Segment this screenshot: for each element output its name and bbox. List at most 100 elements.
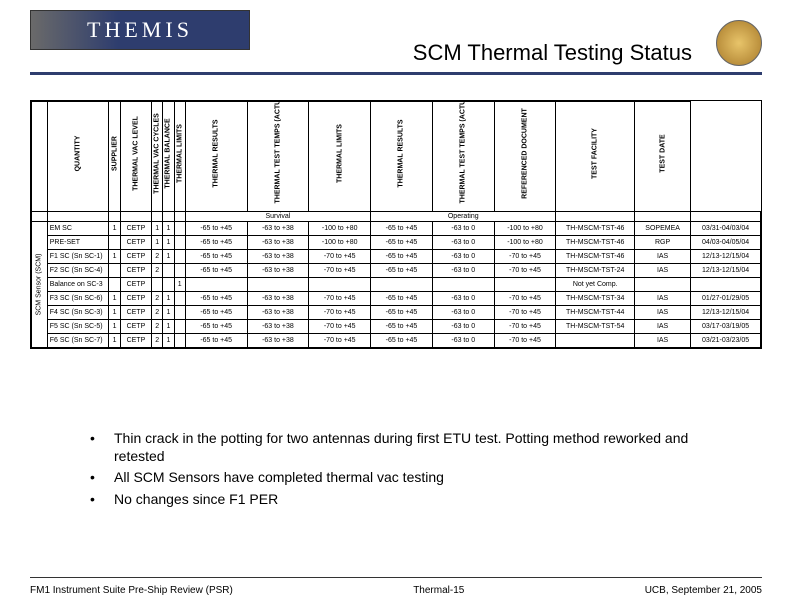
col-actual2: THERMAL TEST TEMPS (ACTUAL) <box>432 102 494 212</box>
cell: TH-MSCM-TST-54 <box>556 320 635 334</box>
cell: 1 <box>174 278 185 292</box>
col-quantity: QUANTITY <box>47 102 109 212</box>
cell: -65 to +45 <box>371 222 433 236</box>
cell: 2 <box>152 292 163 306</box>
cell: EM SC <box>47 222 109 236</box>
cell <box>174 222 185 236</box>
cell <box>691 278 761 292</box>
header-row: QUANTITY SUPPLIER THERMAL VAC LEVEL THER… <box>32 102 761 212</box>
cell: CETP <box>120 264 151 278</box>
table-row: Balance on SC-3CETP1Not yet Comp. <box>32 278 761 292</box>
bullet-text: No changes since F1 PER <box>114 491 710 509</box>
cell: -70 to +45 <box>494 292 556 306</box>
footer-left: FM1 Instrument Suite Pre-Ship Review (PS… <box>30 585 233 596</box>
cell: 12/13-12/15/04 <box>691 264 761 278</box>
cell: -65 to +45 <box>371 334 433 348</box>
cell: -63 to 0 <box>432 292 494 306</box>
cell: 1 <box>163 292 174 306</box>
cell: F3 SC (Sn SC-6) <box>47 292 109 306</box>
table-row: SCM Sensor (SCM)EM SC1CETP11-65 to +45-6… <box>32 222 761 236</box>
cell: -63 to 0 <box>432 236 494 250</box>
bullet-marker: • <box>90 469 114 487</box>
cell: 2 <box>152 320 163 334</box>
cell: CETP <box>120 320 151 334</box>
cell: -65 to +45 <box>185 292 247 306</box>
cell: -63 to +38 <box>247 236 309 250</box>
col-cyc: THERMAL VAC CYCLES <box>152 102 163 212</box>
cell: -65 to +45 <box>371 320 433 334</box>
cell: -100 to +80 <box>309 222 371 236</box>
cell: Not yet Comp. <box>556 278 635 292</box>
cell: TH-MSCM-TST-44 <box>556 306 635 320</box>
cell <box>556 334 635 348</box>
table-row: F2 SC (Sn SC-4)CETP2-65 to +45-63 to +38… <box>32 264 761 278</box>
cell: -70 to +45 <box>494 264 556 278</box>
cell: 04/03-04/05/04 <box>691 236 761 250</box>
cell: 03/31-04/03/04 <box>691 222 761 236</box>
cell: -70 to +45 <box>309 334 371 348</box>
cell: -70 to +45 <box>309 320 371 334</box>
cell: -65 to +45 <box>371 236 433 250</box>
cell <box>174 264 185 278</box>
cell: TH-MSCM-TST-46 <box>556 250 635 264</box>
col-results2: THERMAL RESULTS <box>371 102 433 212</box>
cell <box>109 264 120 278</box>
col-date: TEST DATE <box>635 102 691 212</box>
mission-badge <box>716 20 762 66</box>
bullet-marker: • <box>90 491 114 509</box>
cell: 1 <box>163 250 174 264</box>
cell <box>174 334 185 348</box>
cell: -63 to 0 <box>432 334 494 348</box>
cell: RGP <box>635 236 691 250</box>
cell: -70 to +45 <box>309 292 371 306</box>
cell: F4 SC (Sn SC-3) <box>47 306 109 320</box>
cell: -65 to +45 <box>371 306 433 320</box>
cell: -63 to +38 <box>247 334 309 348</box>
header-rule <box>30 72 762 75</box>
side-label: SCM Sensor (SCM) <box>32 222 48 348</box>
cell: -63 to +38 <box>247 306 309 320</box>
cell: -65 to +45 <box>371 250 433 264</box>
phase-survival: Survival <box>185 212 370 222</box>
col-fac: TEST FACILITY <box>556 102 635 212</box>
cell: 1 <box>152 222 163 236</box>
cell: CETP <box>120 236 151 250</box>
cell: 03/21-03/23/05 <box>691 334 761 348</box>
cell <box>174 292 185 306</box>
col-bal: THERMAL BALANCE <box>163 102 174 212</box>
table-row: F5 SC (Sn SC-5)1CETP21-65 to +45-63 to +… <box>32 320 761 334</box>
cell: CETP <box>120 334 151 348</box>
cell: -100 to +80 <box>494 222 556 236</box>
cell <box>163 278 174 292</box>
cell: 1 <box>163 320 174 334</box>
cell: -100 to +80 <box>494 236 556 250</box>
cell: -65 to +45 <box>185 222 247 236</box>
cell: 1 <box>109 334 120 348</box>
cell: TH-MSCM-TST-46 <box>556 222 635 236</box>
page-title: SCM Thermal Testing Status <box>413 40 692 66</box>
col-limits1: THERMAL LIMITS <box>174 102 185 212</box>
cell: -63 to +38 <box>247 320 309 334</box>
cell: TH-MSCM-TST-46 <box>556 236 635 250</box>
cell <box>152 278 163 292</box>
cell: -63 to +38 <box>247 250 309 264</box>
cell: -63 to 0 <box>432 306 494 320</box>
cell <box>309 278 371 292</box>
bullet-item: • All SCM Sensors have completed thermal… <box>90 469 710 487</box>
cell: -100 to +80 <box>309 236 371 250</box>
cell: -70 to +45 <box>494 320 556 334</box>
table-row: PRE-SETCETP11-65 to +45-63 to +38-100 to… <box>32 236 761 250</box>
col-limits2: THERMAL LIMITS <box>309 102 371 212</box>
cell: IAS <box>635 264 691 278</box>
cell: 2 <box>152 264 163 278</box>
cell: -63 to +38 <box>247 222 309 236</box>
cell: IAS <box>635 292 691 306</box>
cell: TH-MSCM-TST-34 <box>556 292 635 306</box>
cell: 1 <box>163 236 174 250</box>
cell: 2 <box>152 334 163 348</box>
cell: 2 <box>152 306 163 320</box>
table-row: F6 SC (Sn SC-7)1CETP21-65 to +45-63 to +… <box>32 334 761 348</box>
cell: -70 to +45 <box>309 306 371 320</box>
col-doc: REFERENCED DOCUMENT <box>494 102 556 212</box>
cell: Balance on SC-3 <box>47 278 109 292</box>
